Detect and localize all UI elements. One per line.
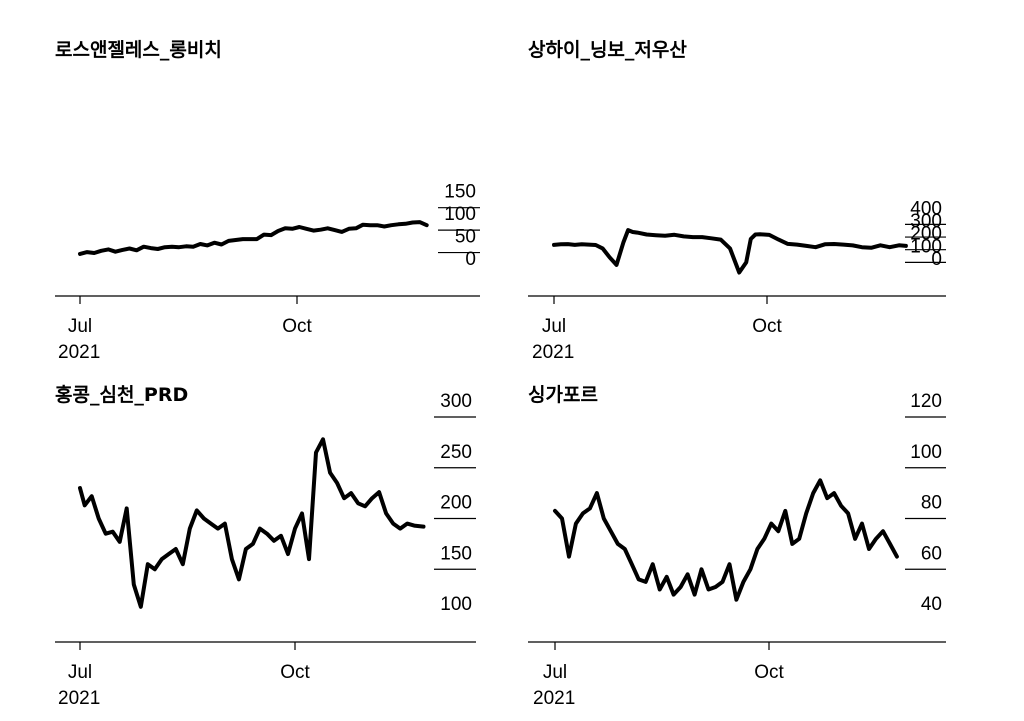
y-tick-label: 0 [931, 249, 942, 270]
y-tick-label: 100 [910, 236, 942, 257]
series-line [78, 437, 426, 609]
chart-title: 로스앤젤레스_롱비치 [55, 39, 222, 61]
y-tick-label: 200 [440, 493, 472, 514]
y-tick-label: 100 [910, 442, 942, 463]
x-tick-label: Oct [282, 316, 312, 337]
y-tick-label: 300 [440, 391, 472, 412]
chart-title: 홍콩_심천_PRD [55, 383, 188, 406]
series-line [553, 478, 899, 602]
series-line [552, 228, 908, 275]
y-tick-label: 300 [910, 211, 942, 232]
x-year-label: 2021 [58, 342, 100, 363]
chart-title: 상하이_닝보_저우산 [528, 39, 687, 61]
x-tick-label: Oct [280, 662, 310, 683]
x-tick-label: Oct [752, 316, 782, 337]
x-year-label: 2021 [58, 688, 100, 709]
chart-title: 싱가포르 [528, 384, 598, 406]
y-tick-label: 50 [455, 227, 476, 248]
y-tick-label: 100 [444, 204, 476, 225]
series-line [78, 220, 429, 256]
y-tick-label: 0 [465, 249, 476, 270]
chart-panel-singapore: 싱가포르 40 60 80 100 120 Jul Oct 2021 [528, 384, 946, 709]
y-tick-label: 120 [910, 391, 942, 412]
chart-panel-hongkong-shenzhen-prd: 홍콩_심천_PRD 100 150 200 250 300 Jul Oct 2021 [55, 383, 476, 709]
y-tick-label: 100 [440, 594, 472, 615]
y-tick-label: 150 [444, 182, 476, 203]
x-tick-label: Jul [543, 662, 567, 683]
x-tick-label: Oct [754, 662, 784, 683]
x-tick-label: Jul [68, 316, 92, 337]
x-tick-label: Jul [542, 316, 566, 337]
y-tick-label: 40 [921, 594, 942, 615]
y-tick-label: 200 [910, 224, 942, 245]
y-tick-label: 80 [921, 493, 942, 514]
y-tick-label: 250 [440, 442, 472, 463]
x-year-label: 2021 [532, 342, 574, 363]
x-tick-label: Jul [68, 662, 92, 683]
y-tick-label: 60 [921, 543, 942, 564]
y-tick-label: 400 [910, 198, 942, 219]
y-tick-label: 150 [440, 543, 472, 564]
x-year-label: 2021 [533, 688, 575, 709]
